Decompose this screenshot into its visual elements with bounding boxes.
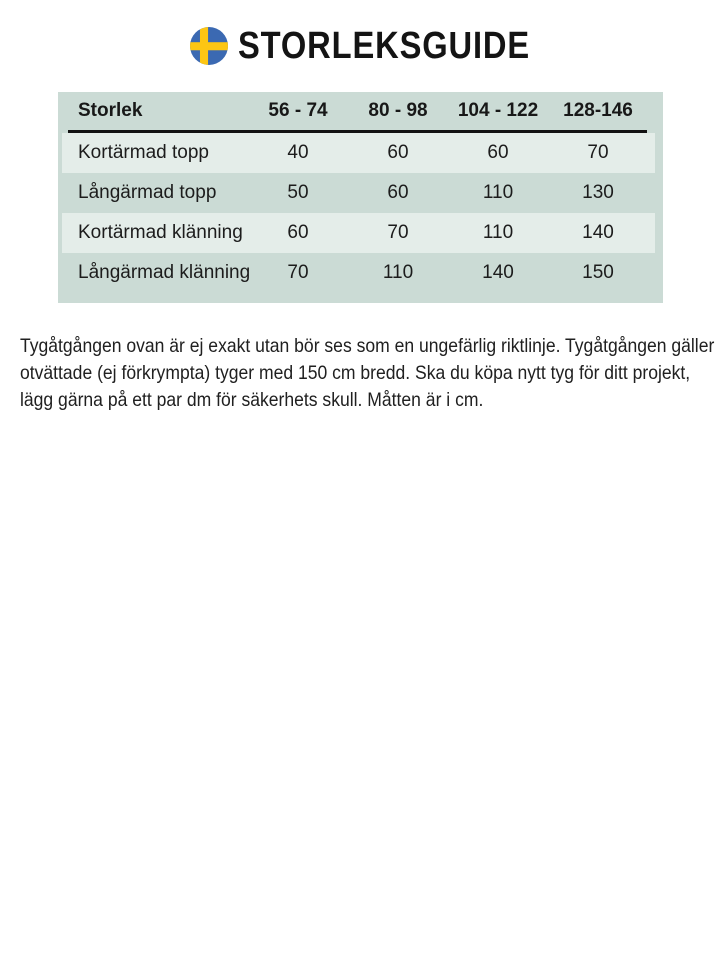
table-header-size-80-98: 80 - 98 [368, 100, 428, 121]
note-line: Tygåtgången ovan är ej exakt utan bör se… [20, 335, 715, 357]
table-cell: 110 [382, 262, 414, 283]
fabric-usage-note: Tygåtgången ovan är ej exakt utan bör se… [20, 333, 714, 414]
table-cell: 50 [287, 182, 309, 203]
row-label: Kortärmad topp [78, 142, 209, 163]
row-label: Långärmad klänning [78, 262, 251, 283]
size-guide-table: Storlek 56 - 74 80 - 98 104 - 122 128-14… [58, 92, 663, 303]
table-header-size-56-74: 56 - 74 [268, 100, 328, 121]
table-cell: 110 [482, 222, 514, 243]
note-line: lägg gärna på ett par dm för säkerhets s… [20, 389, 484, 411]
table-cell: 140 [582, 222, 614, 243]
table-row-langarmad-topp: Långärmad topp 50 60 110 130 [62, 173, 655, 213]
table-row-kortarmad-klanning: Kortärmad klänning 60 70 110 140 [62, 213, 655, 253]
table-cell: 150 [582, 262, 614, 283]
table-cell: 60 [487, 142, 509, 163]
header-divider-rule [68, 130, 647, 133]
table-cell: 110 [482, 182, 514, 203]
table-cell: 70 [287, 262, 309, 283]
table-cell: 140 [482, 262, 514, 283]
table-header-size-104-122: 104 - 122 [457, 100, 539, 121]
row-label: Kortärmad klänning [78, 222, 243, 243]
table-cell: 60 [387, 182, 409, 203]
row-label: Långärmad topp [78, 182, 217, 203]
table-cell: 40 [287, 142, 309, 163]
note-line: otvättade (ej förkrympta) tyger med 150 … [20, 362, 691, 384]
table-row-kortarmad-topp: Kortärmad topp 40 60 60 70 [62, 133, 655, 173]
table-cell: 60 [287, 222, 309, 243]
table-row-langarmad-klanning: Långärmad klänning 70 110 140 150 [62, 253, 655, 293]
table-header-storlek: Storlek [78, 100, 143, 121]
table-cell: 60 [387, 142, 409, 163]
table-header-size-128-146: 128-146 [563, 100, 633, 121]
table-cell: 70 [587, 142, 609, 163]
table-cell: 70 [387, 222, 409, 243]
table-cell: 130 [582, 182, 614, 203]
title-header: STORLEKSGUIDE [190, 27, 578, 65]
swedish-flag-icon [190, 27, 228, 65]
page-title: STORLEKSGUIDE [238, 25, 531, 67]
table-header-row: Storlek 56 - 74 80 - 98 104 - 122 128-14… [58, 92, 663, 130]
